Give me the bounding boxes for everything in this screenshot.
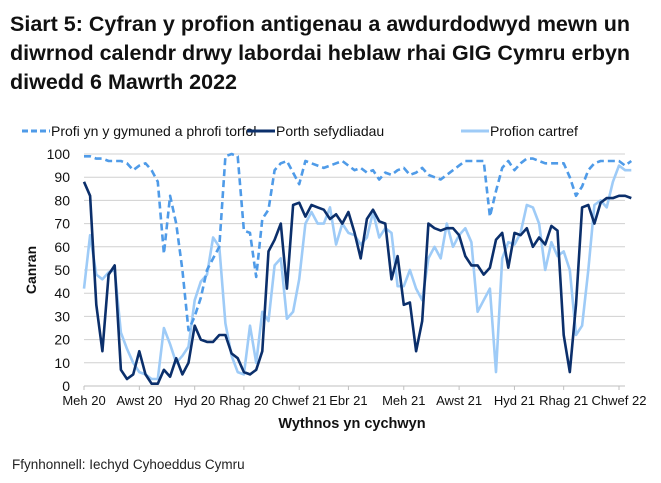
x-tick-label: Rhag 20 bbox=[219, 393, 268, 408]
y-tick-label: 20 bbox=[54, 332, 70, 348]
series-community-testing bbox=[84, 152, 633, 332]
y-tick-label: 40 bbox=[54, 285, 70, 301]
x-tick-label: Hyd 21 bbox=[494, 393, 535, 408]
data-lines bbox=[82, 152, 633, 386]
x-tick-label: Awst 20 bbox=[116, 393, 162, 408]
legend: Profi yn y gymuned a phrofi torfol Porth … bbox=[22, 123, 578, 139]
legend-item-institutions-portal: Porth sefydliadau bbox=[247, 123, 384, 139]
y-tick-label: 60 bbox=[54, 239, 70, 255]
x-tick-label: Meh 21 bbox=[382, 393, 425, 408]
y-axis-label: Canran bbox=[23, 246, 39, 294]
x-tick-label: Chwef 21 bbox=[272, 393, 327, 408]
series-home-tests bbox=[82, 164, 632, 381]
y-tick-label: 0 bbox=[62, 378, 70, 394]
chart-title: Siart 5: Cyfran y profion antigenau a aw… bbox=[10, 12, 631, 94]
y-tick-label: 50 bbox=[54, 262, 70, 278]
legend-item-community-testing: Profi yn y gymuned a phrofi torfol bbox=[22, 123, 256, 139]
gridlines bbox=[84, 153, 625, 364]
y-axis: 0 10 20 30 40 50 60 70 80 90 100 bbox=[47, 146, 71, 394]
legend-label: Porth sefydliadau bbox=[276, 123, 384, 139]
y-tick-label: 80 bbox=[54, 192, 70, 208]
legend-item-home-tests: Profion cartref bbox=[461, 123, 578, 139]
source-note: Ffynhonnell: Iechyd Cyhoeddus Cymru bbox=[12, 457, 245, 472]
legend-label: Profi yn y gymuned a phrofi torfol bbox=[51, 123, 256, 139]
legend-label: Profion cartref bbox=[490, 123, 578, 139]
x-tick-label: Awst 21 bbox=[436, 393, 482, 408]
x-tick-label: Meh 20 bbox=[62, 393, 105, 408]
series-institutions-portal bbox=[82, 181, 632, 386]
y-tick-label: 30 bbox=[54, 308, 70, 324]
y-tick-label: 100 bbox=[47, 146, 71, 162]
x-tick-label: Ebr 21 bbox=[329, 393, 367, 408]
y-tick-label: 90 bbox=[54, 169, 70, 185]
x-axis-label: Wythnos yn cychwyn bbox=[278, 416, 425, 432]
y-tick-label: 10 bbox=[54, 355, 70, 371]
x-tick-label: Chwef 22 bbox=[592, 393, 647, 408]
x-axis: Meh 20 Awst 20 Hyd 20 Rhag 20 Chwef 21 Ebr 21… bbox=[62, 385, 647, 408]
y-tick-label: 70 bbox=[54, 216, 70, 232]
x-tick-label: Hyd 20 bbox=[174, 393, 215, 408]
x-tick-label: Rhag 21 bbox=[539, 393, 588, 408]
